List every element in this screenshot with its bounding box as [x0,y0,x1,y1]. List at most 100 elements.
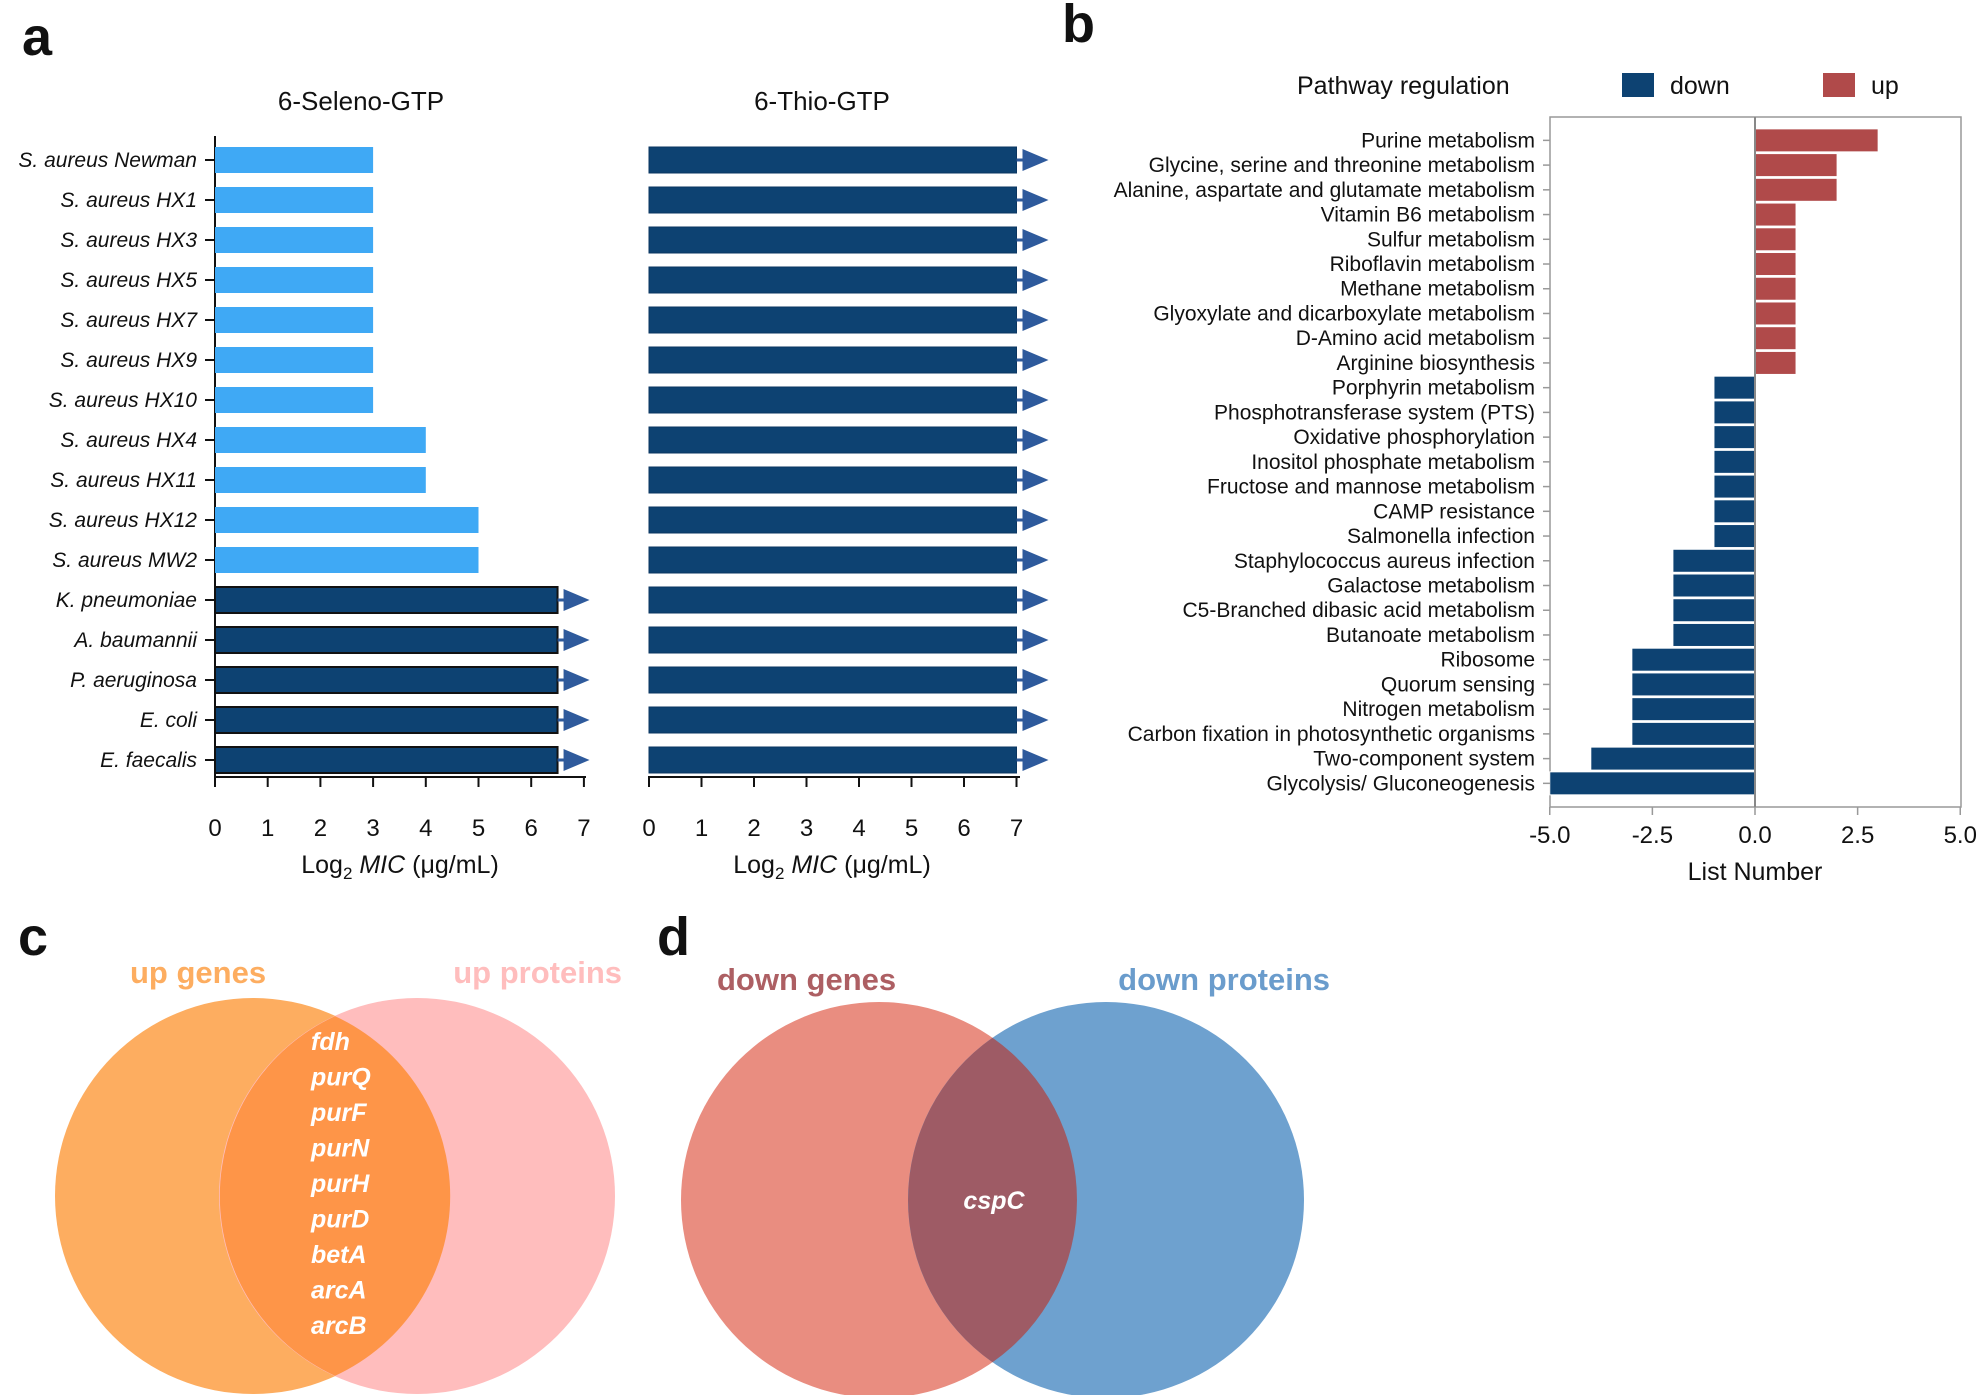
x-axis-label: Log2 MIC (μg/mL) [301,851,499,883]
y-tick-label: D-Amino acid metabolism [1296,327,1535,350]
bar [215,187,374,213]
y-tick-label: E. faecalis [100,749,197,772]
overflow-arrow [563,669,590,691]
chart-thio-gtp: 6-Thio-GTP 0 1 2 3 4 5 6 7 Log2 MIC (μg/mL) [642,86,1049,883]
chart-title: 6-Thio-GTP [754,86,890,116]
venn-gene: purQ [310,1064,371,1092]
overflow-arrow [563,589,590,611]
bar [1672,573,1756,598]
bar [1754,350,1797,375]
bar [1631,647,1756,672]
y-tick-label: Carbon fixation in photosynthetic organi… [1128,723,1535,746]
bar [1631,721,1756,746]
chart-title: 6-Seleno-GTP [278,86,444,116]
bar [1672,548,1756,573]
bar [1672,598,1756,623]
venn-gene: purN [310,1135,370,1163]
y-tick-label: Ribosome [1440,649,1535,672]
y-tick-label: Oxidative phosphorylation [1293,426,1535,449]
bar [1713,449,1756,474]
bar [648,386,1017,414]
y-tick-label: Galactose metabolism [1327,575,1535,598]
overflow-arrow [1022,309,1049,331]
panel-letter-c: c [18,907,48,967]
y-tick-label: S. aureus HX9 [60,349,197,372]
bar [215,267,374,293]
y-tick-label: Two-component system [1313,748,1535,771]
venn-left-label: up genes [130,955,266,990]
bar [648,706,1017,734]
bar [215,507,479,533]
y-tick-label: C5-Branched dibasic acid metabolism [1183,599,1536,622]
overflow-arrow [1022,669,1049,691]
bar [648,426,1017,454]
bar [648,346,1017,374]
venn-gene: purH [310,1170,370,1198]
venn-gene: arcA [311,1277,367,1305]
y-tick-label: CAMP resistance [1373,500,1535,523]
chart-pathway-regulation: Pathway regulation down up -5.0 -2.5 0.0 2.… [1114,72,1977,886]
bar [1713,524,1756,549]
venn-right-label: up proteins [453,955,622,990]
overflow-arrow [1022,269,1049,291]
x-tick-label: 5 [905,815,918,842]
bar [214,626,559,654]
x-tick-label: 1 [261,815,274,842]
overflow-arrow [563,749,590,771]
bar [1713,425,1756,450]
bar [215,307,374,333]
venn-gene: betA [311,1241,367,1269]
bar [215,467,426,493]
bar [1631,672,1756,697]
bar [1713,499,1756,524]
venn-gene: cspC [963,1187,1025,1215]
bar [648,626,1017,654]
legend-title: Pathway regulation [1297,72,1510,100]
venn-down: down genes down proteins cspC [681,962,1330,1395]
y-tick-label: Quorum sensing [1381,673,1535,696]
x-tick-label: 4 [419,815,432,842]
bar [1754,227,1797,252]
overflow-arrow [1022,149,1049,171]
y-tick-label: Glycine, serine and threonine metabolism [1149,154,1535,177]
venn-gene: purF [310,1099,367,1127]
x-tick-label: 0 [642,815,655,842]
y-tick-label: S. aureus HX4 [60,429,197,452]
bar [214,706,559,734]
x-tick-label: 0 [208,815,221,842]
bar [1754,301,1797,326]
overflow-arrow [1022,469,1049,491]
venn-overlap [219,1016,451,1376]
overflow-arrow [1022,429,1049,451]
x-tick-label: 4 [852,815,865,842]
x-tick-label: 3 [800,815,813,842]
legend-label-down: down [1670,72,1730,100]
bar [1754,128,1879,153]
y-tick-label: Nitrogen metabolism [1342,698,1535,721]
y-tick-label: A. baumannii [72,629,198,652]
x-axis-label: Log2 MIC (μg/mL) [733,851,931,883]
bar [1754,153,1838,178]
x-tick-label: 0.0 [1738,822,1771,849]
bar [1672,622,1756,647]
x-tick-label: 7 [1010,815,1023,842]
y-tick-label: Salmonella infection [1347,525,1535,548]
y-tick-label: S. aureus HX5 [60,269,197,292]
y-tick-label: Riboflavin metabolism [1330,253,1535,276]
x-tick-label: 3 [366,815,379,842]
bar [214,666,559,694]
x-tick-label: 2 [314,815,327,842]
y-tick-label: Phosphotransferase system (PTS) [1214,401,1535,424]
y-tick-label: S. aureus MW2 [52,549,197,572]
bar [214,586,559,614]
y-tick-label: Sulfur metabolism [1367,228,1535,251]
y-tick-label: S. aureus HX7 [60,309,198,332]
bar [648,666,1017,694]
overflow-arrow [563,709,590,731]
bar [1713,400,1756,425]
y-tick-label: E. coli [140,709,199,732]
venn-gene: purD [310,1206,369,1234]
overflow-arrow [1022,589,1049,611]
bar [1549,771,1756,796]
overflow-arrow [1022,189,1049,211]
